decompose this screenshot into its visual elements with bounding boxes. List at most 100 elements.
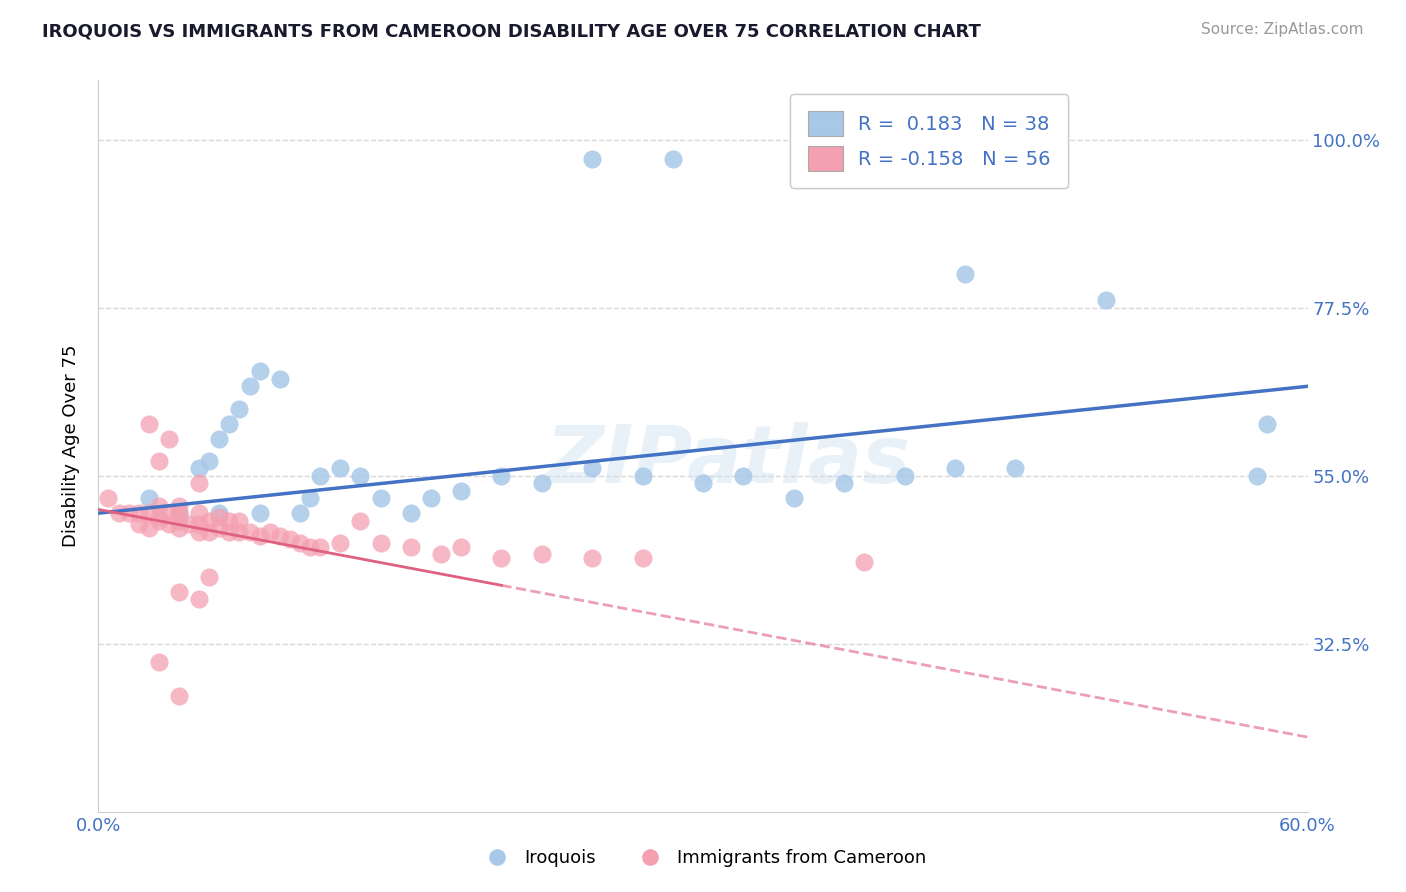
Point bbox=[128, 517, 150, 532]
Point bbox=[269, 372, 291, 386]
Point bbox=[208, 506, 231, 520]
Point bbox=[370, 536, 392, 550]
Point bbox=[491, 468, 513, 483]
Point bbox=[167, 506, 190, 520]
Point bbox=[832, 476, 855, 491]
Point bbox=[228, 514, 250, 528]
Point bbox=[491, 551, 513, 566]
Point bbox=[97, 491, 120, 506]
Point bbox=[1095, 293, 1118, 308]
Point bbox=[179, 517, 201, 532]
Point bbox=[188, 506, 211, 520]
Point bbox=[218, 514, 240, 528]
Point bbox=[299, 491, 322, 506]
Point bbox=[278, 533, 301, 547]
Point bbox=[783, 491, 806, 506]
Point bbox=[148, 656, 170, 670]
Point bbox=[249, 506, 271, 520]
Point bbox=[399, 540, 422, 554]
Point bbox=[530, 547, 553, 561]
Point bbox=[218, 417, 240, 431]
Text: Source: ZipAtlas.com: Source: ZipAtlas.com bbox=[1201, 22, 1364, 37]
Point bbox=[198, 524, 221, 539]
Point bbox=[157, 517, 180, 532]
Point bbox=[329, 536, 352, 550]
Point bbox=[198, 514, 221, 528]
Point bbox=[581, 152, 603, 166]
Point bbox=[249, 364, 271, 378]
Point bbox=[943, 461, 966, 475]
Point bbox=[631, 551, 654, 566]
Point bbox=[167, 514, 190, 528]
Point bbox=[138, 521, 160, 535]
Point bbox=[208, 521, 231, 535]
Point bbox=[581, 461, 603, 475]
Point bbox=[631, 468, 654, 483]
Point bbox=[259, 524, 281, 539]
Point bbox=[138, 491, 160, 506]
Point bbox=[228, 401, 250, 416]
Point bbox=[309, 468, 332, 483]
Point bbox=[148, 454, 170, 468]
Point bbox=[288, 506, 311, 520]
Point bbox=[218, 524, 240, 539]
Point bbox=[953, 268, 976, 282]
Point bbox=[198, 454, 221, 468]
Legend: R =  0.183   N = 38, R = -0.158   N = 56: R = 0.183 N = 38, R = -0.158 N = 56 bbox=[790, 94, 1069, 188]
Point bbox=[1256, 417, 1278, 431]
Point bbox=[188, 476, 211, 491]
Point bbox=[288, 536, 311, 550]
Point bbox=[239, 379, 262, 393]
Point bbox=[1246, 468, 1268, 483]
Point bbox=[118, 506, 141, 520]
Text: IROQUOIS VS IMMIGRANTS FROM CAMEROON DISABILITY AGE OVER 75 CORRELATION CHART: IROQUOIS VS IMMIGRANTS FROM CAMEROON DIS… bbox=[42, 22, 981, 40]
Point bbox=[329, 461, 352, 475]
Point bbox=[188, 517, 211, 532]
Point bbox=[167, 689, 190, 703]
Point bbox=[893, 468, 915, 483]
Point bbox=[167, 521, 190, 535]
Point bbox=[733, 468, 755, 483]
Point bbox=[692, 476, 714, 491]
Point bbox=[309, 540, 332, 554]
Point bbox=[1004, 461, 1026, 475]
Point bbox=[349, 514, 371, 528]
Point bbox=[148, 499, 170, 513]
Point bbox=[853, 555, 876, 569]
Point bbox=[188, 461, 211, 475]
Point bbox=[581, 551, 603, 566]
Point bbox=[157, 432, 180, 446]
Point bbox=[148, 509, 170, 524]
Point bbox=[420, 491, 443, 506]
Point bbox=[370, 491, 392, 506]
Point bbox=[208, 432, 231, 446]
Point bbox=[167, 506, 190, 520]
Legend: Iroquois, Immigrants from Cameroon: Iroquois, Immigrants from Cameroon bbox=[472, 842, 934, 874]
Point bbox=[399, 506, 422, 520]
Point bbox=[430, 547, 453, 561]
Point bbox=[530, 476, 553, 491]
Point bbox=[107, 506, 129, 520]
Point bbox=[188, 592, 211, 607]
Point bbox=[450, 483, 472, 498]
Point bbox=[167, 584, 190, 599]
Point bbox=[198, 569, 221, 583]
Point bbox=[661, 152, 683, 166]
Point bbox=[167, 499, 190, 513]
Point bbox=[349, 468, 371, 483]
Point bbox=[269, 528, 291, 542]
Point bbox=[188, 524, 211, 539]
Point bbox=[239, 524, 262, 539]
Point bbox=[249, 528, 271, 542]
Point bbox=[157, 506, 180, 520]
Point bbox=[128, 506, 150, 520]
Text: ZIPatlas: ZIPatlas bbox=[544, 422, 910, 500]
Point bbox=[208, 509, 231, 524]
Point bbox=[299, 540, 322, 554]
Point bbox=[138, 417, 160, 431]
Point bbox=[138, 506, 160, 520]
Y-axis label: Disability Age Over 75: Disability Age Over 75 bbox=[62, 344, 80, 548]
Point bbox=[228, 524, 250, 539]
Point bbox=[450, 540, 472, 554]
Point bbox=[148, 514, 170, 528]
